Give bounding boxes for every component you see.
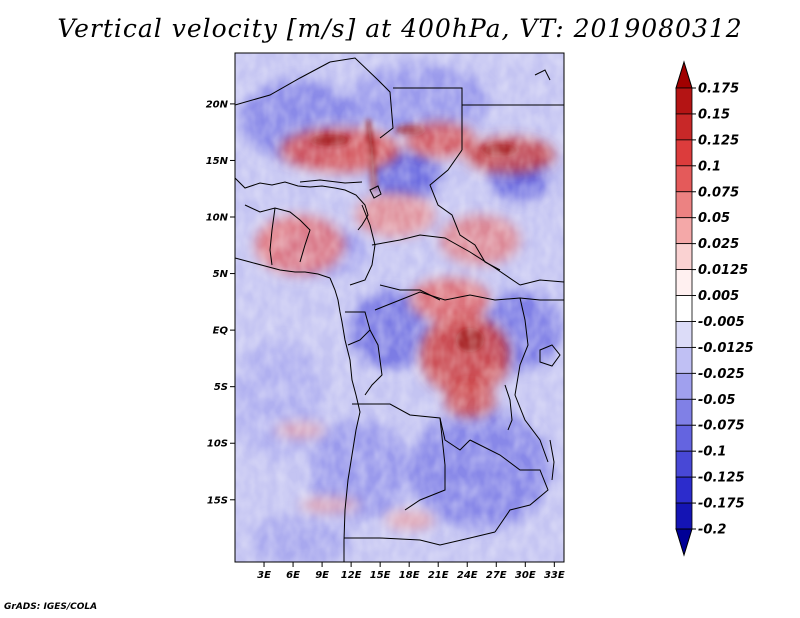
colorbar-label: 0.0125 xyxy=(698,263,748,278)
lon-tick-label: 30E xyxy=(515,570,536,581)
colorbar-swatch xyxy=(675,269,693,296)
border-angola-zambia xyxy=(404,417,446,511)
lake-malawi xyxy=(549,439,555,481)
lake-tanganyika xyxy=(504,384,513,431)
border-car xyxy=(371,234,521,286)
lon-tick-label: 21E xyxy=(428,570,449,581)
lat-tick-label: 5S xyxy=(214,382,228,393)
border-drc-north xyxy=(374,291,521,311)
longitude-axis: 3E 6E 9E 12E 15E 18E 21E 24E 27E 30E 33E xyxy=(257,562,565,581)
colorbar-swatch xyxy=(675,398,693,426)
border-libya-sudan xyxy=(393,87,463,150)
border-congo-drc xyxy=(364,329,383,396)
lon-tick-label: 24E xyxy=(457,570,478,581)
lat-tick-label: 10N xyxy=(206,213,229,224)
coastline-central xyxy=(329,277,361,562)
lat-tick-label: 15S xyxy=(207,495,228,506)
map-frame xyxy=(234,52,565,563)
coastline-west xyxy=(235,177,369,231)
colorbar-swatch xyxy=(675,217,693,245)
lon-tick-label: 12E xyxy=(341,570,362,581)
lat-tick-label: 15N xyxy=(206,156,229,167)
border-nigeria-cameroon xyxy=(349,204,376,286)
colorbar-label: -0.1 xyxy=(698,445,726,460)
border-niger-nigeria xyxy=(299,179,363,184)
colorbar-swatch xyxy=(675,372,693,400)
lat-tick-label: 5N xyxy=(213,269,229,280)
border-libya-chad xyxy=(329,57,394,139)
texture-overlay xyxy=(235,53,564,562)
colorbar-label: 0.15 xyxy=(698,107,730,122)
lon-tick-label: 33E xyxy=(544,570,565,581)
lake-chad xyxy=(369,185,382,199)
colorbar-swatch xyxy=(675,450,693,478)
colorbar-label: 0.075 xyxy=(698,185,739,200)
coastline-guinea xyxy=(235,257,331,279)
colorbar-label: -0.05 xyxy=(698,393,735,408)
colorbar-bottom-triangle xyxy=(675,528,693,557)
colorbar-label: -0.005 xyxy=(698,315,745,330)
colorbar-swatch xyxy=(675,502,693,530)
lon-tick-label: 9E xyxy=(315,570,329,581)
colorbar-top-triangle xyxy=(675,60,693,89)
colorbar-label: 0.005 xyxy=(698,289,739,304)
colorbar-label: -0.025 xyxy=(698,367,745,382)
lat-tick-label: 10S xyxy=(207,439,228,450)
colorbar-swatch xyxy=(675,165,693,193)
colorbar-swatch xyxy=(675,295,693,322)
border-chad-sudan xyxy=(429,149,501,271)
credit-label: GrADS: IGES/COLA xyxy=(4,602,98,612)
colorbar-label: 0.175 xyxy=(698,82,739,97)
coastline-red-sea xyxy=(534,69,551,81)
colorbar-label: -0.125 xyxy=(698,471,745,486)
latitude-axis: 20N 15N 10N 5N EQ 5S 10S 15S xyxy=(206,99,235,506)
colorbar-label: 0.025 xyxy=(698,237,739,252)
colorbar-label: -0.2 xyxy=(698,523,726,538)
border-drc-east xyxy=(514,297,549,463)
border-algeria-niger xyxy=(235,61,331,106)
colorbar-swatch xyxy=(675,113,693,141)
colorbar-label: -0.175 xyxy=(698,497,745,512)
country-borders xyxy=(235,57,564,562)
colorbar-swatch xyxy=(675,191,693,219)
lon-tick-label: 27E xyxy=(486,570,507,581)
lon-tick-label: 3E xyxy=(257,570,271,581)
lon-tick-label: 18E xyxy=(399,570,420,581)
colorbar: 0.175 0.15 0.125 0.1 0.075 0.05 0.025 0.0125 0.0… xyxy=(675,60,754,557)
lon-tick-label: 15E xyxy=(370,570,391,581)
border-namibia xyxy=(344,531,496,546)
colorbar-swatch xyxy=(675,347,693,374)
colorbar-swatch xyxy=(675,139,693,167)
colorbar-swatch xyxy=(675,243,693,270)
colorbar-label: -0.075 xyxy=(698,419,745,434)
border-east-africa xyxy=(519,297,564,301)
colorbar-label: -0.0125 xyxy=(698,341,754,356)
colorbar-swatch xyxy=(675,476,693,504)
colorbar-label: 0.05 xyxy=(698,211,730,226)
lat-tick-label: EQ xyxy=(213,326,229,337)
map-plot-area xyxy=(235,53,564,562)
colorbar-swatch xyxy=(675,424,693,452)
colorbar-swatch xyxy=(675,321,693,348)
colorbar-label: 0.125 xyxy=(698,133,739,148)
lon-tick-label: 6E xyxy=(286,570,300,581)
border-west-africa-2 xyxy=(269,207,276,266)
colorbar-swatch xyxy=(675,87,693,115)
lat-tick-label: 20N xyxy=(206,99,229,110)
border-west-africa xyxy=(244,204,311,263)
chart-title: Vertical velocity [m/s] at 400hPa, VT: 2… xyxy=(57,14,743,43)
border-zambia-east xyxy=(469,439,549,533)
border-ethiopia xyxy=(519,279,564,286)
lake-victoria xyxy=(539,344,561,367)
colorbar-label: 0.1 xyxy=(698,159,721,174)
